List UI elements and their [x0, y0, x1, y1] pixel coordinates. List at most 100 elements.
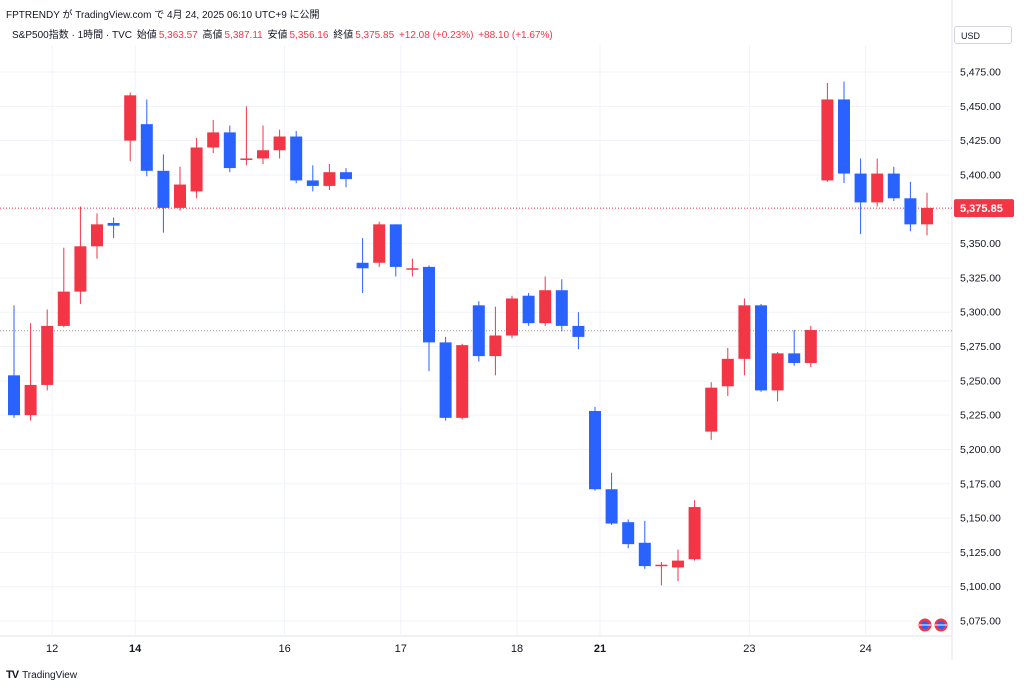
candle-body: [555, 290, 568, 326]
candle: [124, 92, 137, 162]
candle: [157, 154, 170, 233]
candle: [506, 295, 518, 339]
candle: [489, 306, 502, 376]
publish-info: FPTRENDY が TradingView.com で 4月 24, 2025…: [6, 10, 320, 21]
candle: [921, 192, 933, 236]
candle-body: [489, 335, 502, 357]
candle: [240, 106, 253, 166]
candle-body: [157, 170, 170, 208]
candle: [107, 217, 120, 239]
candle-body: [854, 173, 867, 203]
y-tick-label: 5,125.00: [960, 547, 1001, 559]
candle: [755, 303, 767, 392]
candle-body: [290, 136, 303, 181]
y-tick-label: 5,350.00: [960, 238, 1001, 250]
us-flag-icon[interactable]: [917, 617, 933, 633]
candle: [389, 224, 402, 277]
candle-body: [223, 132, 236, 169]
candle: [688, 500, 701, 561]
y-tick-label: 5,425.00: [960, 135, 1001, 147]
price-axis[interactable]: 5,075.00 5,100.00 5,125.00 5,150.00 5,175.00…: [954, 67, 1014, 628]
candle: [854, 158, 867, 234]
last-price-tag: 5,375.85: [954, 199, 1014, 218]
candle: [140, 99, 153, 177]
candle: [804, 325, 817, 368]
candle-body: [456, 345, 469, 418]
time-axis[interactable]: 12 14 16 17 18 21 23 24: [46, 643, 872, 655]
candle-body: [771, 353, 784, 391]
tradingview-logo[interactable]: TV TradingView: [6, 669, 77, 681]
y-tick-label: 5,175.00: [960, 478, 1001, 490]
candle: [306, 165, 319, 192]
candle-body: [406, 268, 419, 270]
candle-body: [257, 150, 269, 159]
y-tick-label: 5,400.00: [960, 169, 1001, 181]
candle-body: [423, 266, 435, 343]
candle: [522, 292, 535, 326]
candle: [622, 519, 635, 549]
x-tick-label: 17: [395, 643, 407, 655]
candle-body: [655, 564, 668, 567]
candle-body: [323, 172, 336, 186]
candle: [472, 301, 485, 362]
candle-body: [356, 262, 369, 269]
candle: [589, 406, 601, 491]
candle: [223, 125, 236, 173]
candle: [24, 323, 37, 421]
candle: [788, 330, 801, 366]
candle: [721, 347, 734, 396]
candle-body: [506, 298, 518, 336]
candle-body: [622, 522, 635, 545]
candle-body: [887, 173, 900, 199]
candle: [273, 129, 286, 159]
candle: [290, 131, 303, 184]
candle-body: [672, 560, 684, 568]
candle-body: [605, 489, 618, 524]
us-flag-icon[interactable]: [933, 617, 949, 633]
candle-body: [755, 305, 767, 391]
x-tick-label: 21: [594, 643, 606, 655]
candle-body: [174, 184, 186, 208]
close-value: 5,375.85: [355, 30, 395, 41]
open-label: 始値: [136, 30, 157, 41]
candle: [439, 336, 452, 421]
candle: [406, 258, 419, 277]
low-value: 5,356.16: [289, 30, 329, 41]
candle: [821, 82, 834, 182]
candle: [771, 351, 784, 402]
candle-body: [589, 411, 601, 490]
candle-body: [74, 246, 87, 292]
candle: [705, 382, 718, 440]
currency-button[interactable]: USD: [954, 26, 1012, 44]
candle-body: [472, 305, 485, 357]
y-tick-label: 5,225.00: [960, 410, 1001, 422]
candle-body: [705, 387, 718, 432]
candle: [174, 166, 186, 211]
brand-label: TradingView: [22, 669, 78, 681]
candles: [8, 81, 933, 586]
candle: [904, 181, 917, 232]
candle: [257, 125, 269, 164]
candle-body: [107, 222, 120, 226]
candle: [356, 238, 369, 293]
candle-body: [24, 384, 37, 416]
y-tick-label: 5,150.00: [960, 513, 1001, 525]
x-tick-label: 16: [278, 643, 290, 655]
y-tick-label: 5,250.00: [960, 375, 1001, 387]
candle-body: [821, 99, 834, 181]
y-tick-label: 5,275.00: [960, 341, 1001, 353]
high-value: 5,387.11: [224, 30, 263, 41]
candle: [373, 221, 386, 267]
candle: [539, 276, 552, 326]
candle: [74, 206, 87, 304]
x-tick-label: 18: [511, 643, 523, 655]
candle: [456, 343, 469, 420]
candle-body: [140, 124, 153, 171]
candle-body: [306, 180, 319, 186]
candle: [638, 520, 651, 569]
candle-body: [539, 290, 552, 324]
last-price-tag-bg: [954, 199, 1014, 218]
candle-body: [207, 132, 220, 148]
change2-value: +88.10 (+1.67%): [478, 30, 553, 41]
